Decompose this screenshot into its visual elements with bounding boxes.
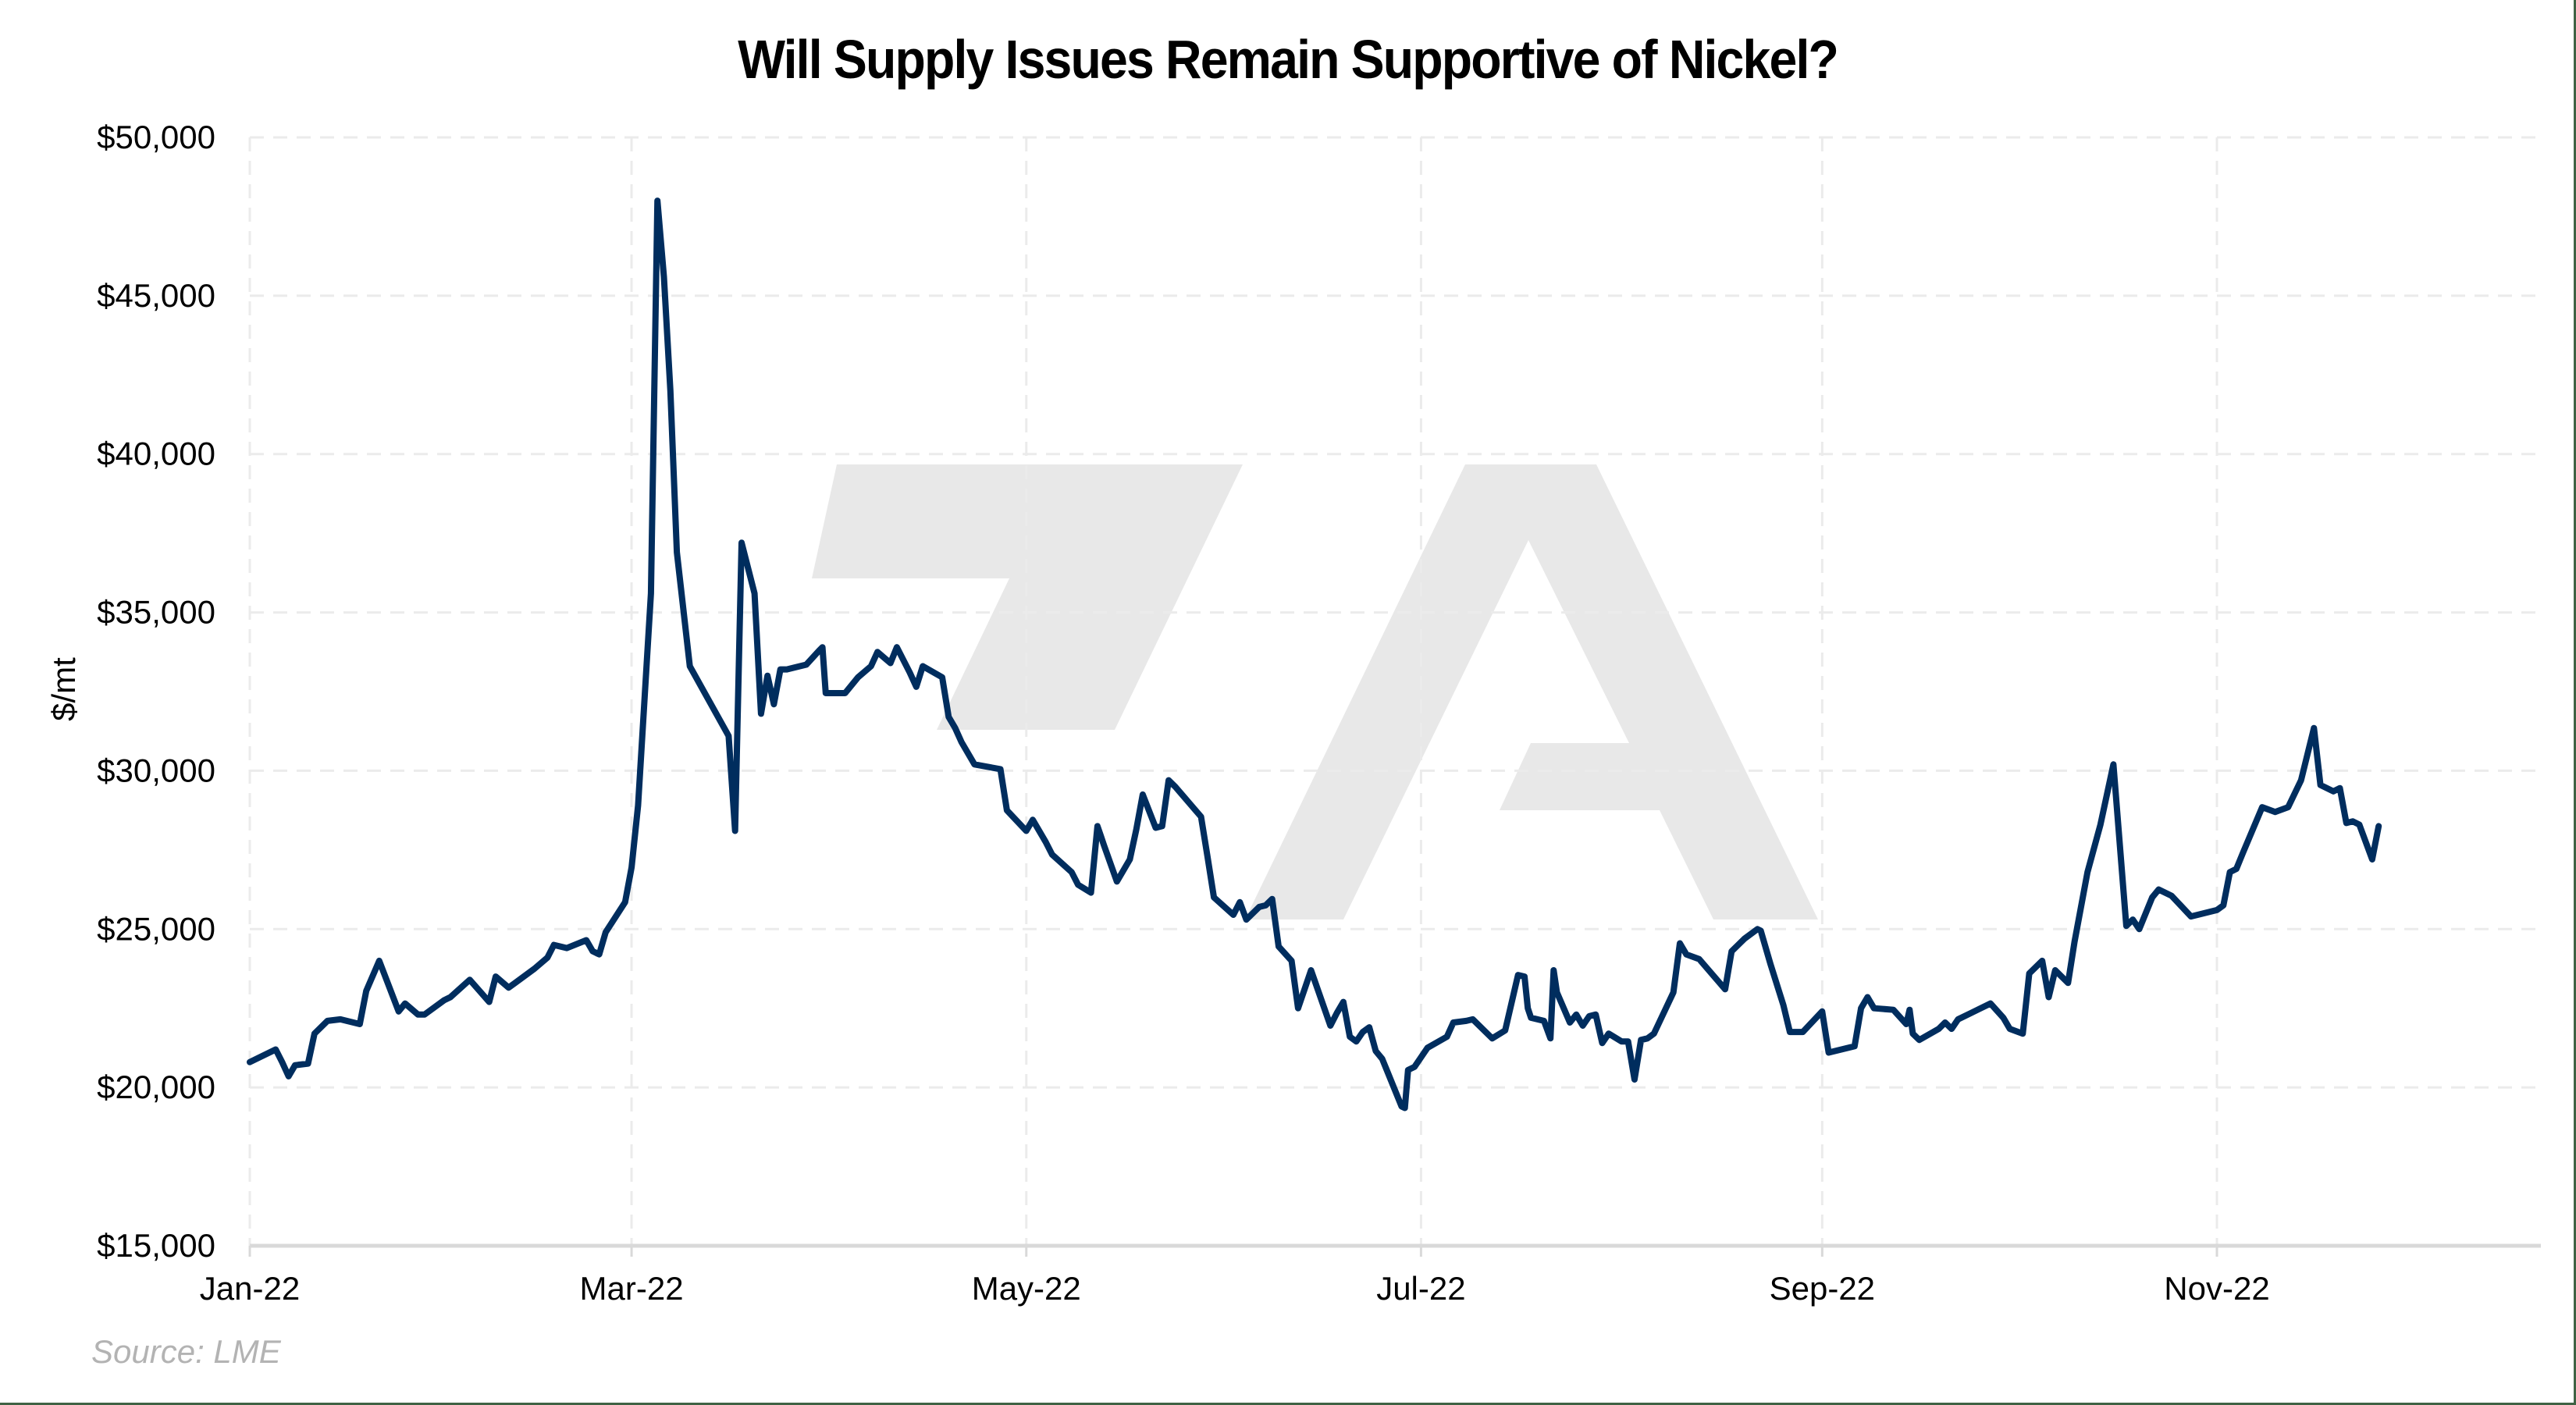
chart-title: Will Supply Issues Remain Supportive of … <box>0 28 2576 91</box>
x-tick-label: Mar-22 <box>580 1270 684 1307</box>
x-tick-label: Nov-22 <box>2164 1270 2269 1307</box>
y-tick-label: $25,000 <box>97 910 215 947</box>
watermark-a <box>1245 464 1818 919</box>
y-tick-label: $15,000 <box>97 1227 215 1264</box>
chart-title-text: Will Supply Issues Remain Supportive of … <box>738 29 1840 90</box>
y-axis-ticks: $15,000 $20,000 $25,000 $30,000 $35,000 $40,0… <box>97 119 215 1264</box>
y-tick-label: $30,000 <box>97 752 215 788</box>
y-tick-label: $45,000 <box>97 277 215 314</box>
x-axis-ticks: Jan-22 Mar-22 May-22 Jul-22 Sep-22 Nov-22 <box>200 1270 2270 1307</box>
x-tick-label: Jul-22 <box>1376 1270 1465 1307</box>
y-tick-label: $35,000 <box>97 594 215 631</box>
y-tick-label: $50,000 <box>97 119 215 155</box>
y-tick-label: $20,000 <box>97 1069 215 1105</box>
y-tick-label: $40,000 <box>97 436 215 472</box>
x-tick-label: Sep-22 <box>1770 1270 1875 1307</box>
price-line <box>247 197 2382 1112</box>
x-axis-line <box>248 1243 2541 1257</box>
watermark-seven <box>812 464 1243 730</box>
source-note: Source: LME <box>91 1333 281 1370</box>
x-tick-label: May-22 <box>972 1270 1081 1307</box>
watermark-logo <box>812 464 1818 919</box>
y-axis-label: $/mt <box>45 657 82 721</box>
x-tick-label: Jan-22 <box>200 1270 300 1307</box>
nickel-price-series <box>247 197 2382 1112</box>
